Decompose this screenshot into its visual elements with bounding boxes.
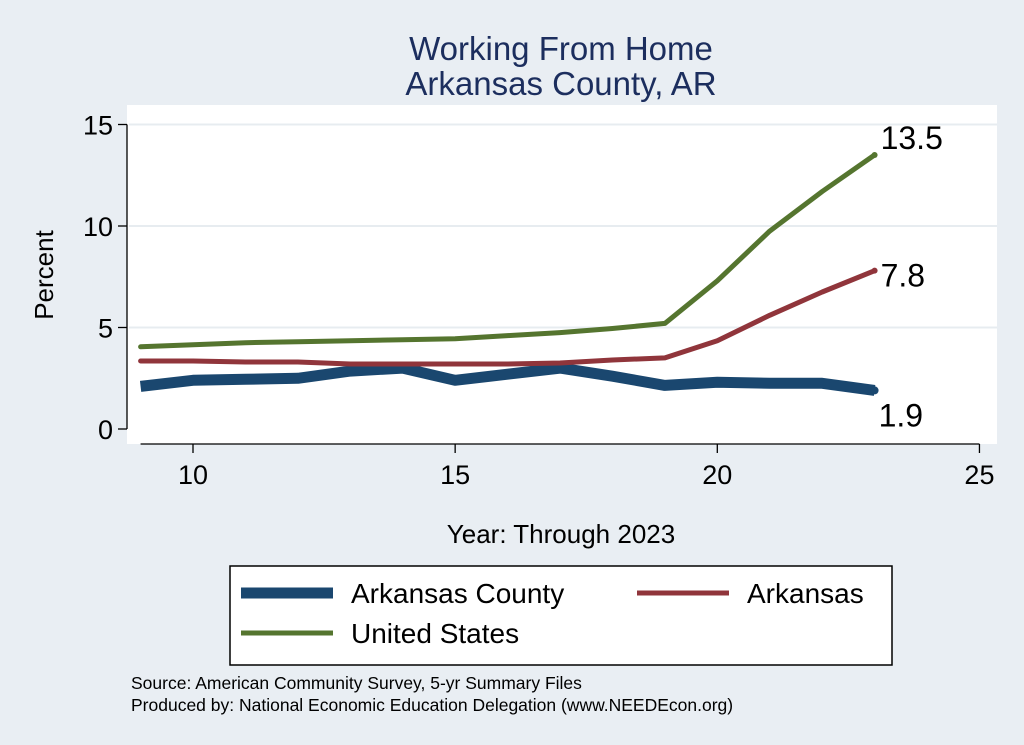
x-axis-label: Year: Through 2023 (447, 519, 675, 549)
legend-label-arkansas: Arkansas (747, 578, 864, 609)
axes: 0 5 10 15 10 15 20 25 (83, 111, 995, 491)
series-line-arkansas-county (139, 362, 876, 396)
y-tick-label-10: 10 (83, 212, 113, 242)
legend-label-united-states: United States (351, 618, 519, 649)
x-tick-label-20: 20 (702, 460, 732, 490)
y-axis-label: Percent (29, 229, 59, 319)
end-value-label-arkansas-county: 1.9 (879, 397, 923, 433)
end-value-label-united-states: 13.5 (881, 120, 943, 156)
series-lines: 1.9 7.8 13.5 (138, 120, 943, 433)
source-note: Source: American Community Survey, 5-yr … (131, 673, 582, 693)
legend-box (229, 565, 893, 666)
x-tick-label-10: 10 (178, 460, 208, 490)
x-tick-label-15: 15 (440, 460, 470, 490)
y-tick-label-0: 0 (98, 415, 113, 445)
chart-subtitle: Arkansas County, AR (405, 65, 716, 102)
end-point-united-states (871, 151, 878, 158)
gridlines (129, 123, 997, 329)
y-tick-label-5: 5 (98, 314, 113, 344)
end-value-label-arkansas: 7.8 (881, 258, 925, 294)
chart-title: Working From Home (409, 30, 713, 67)
end-point-arkansas-county (870, 386, 879, 395)
producer-note: Produced by: National Economic Education… (131, 695, 733, 715)
end-point-arkansas (871, 267, 878, 274)
series-line-arkansas (138, 268, 878, 367)
y-tick-label-15: 15 (83, 111, 113, 141)
series-line-united-states (138, 152, 878, 350)
x-tick-label-25: 25 (964, 460, 994, 490)
legend-label-arkansas-county: Arkansas County (351, 578, 564, 609)
